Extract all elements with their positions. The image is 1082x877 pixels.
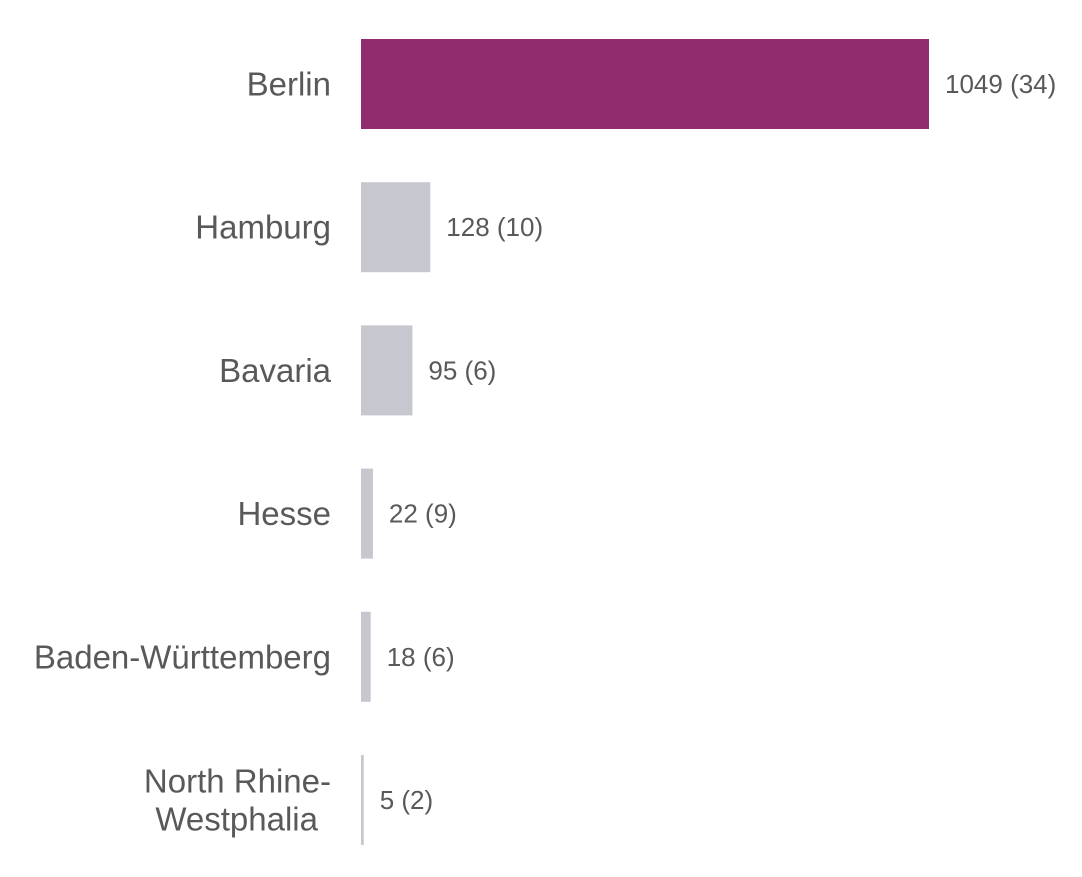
- category-label-1: Hamburg: [195, 209, 331, 246]
- value-label-4: 18 (6): [387, 642, 455, 672]
- category-label-line: North Rhine-: [144, 763, 331, 800]
- bar-2: [361, 325, 413, 416]
- bar-4: [361, 611, 371, 702]
- category-label-line: Berlin: [247, 66, 331, 103]
- bar-5: [361, 755, 364, 845]
- bar-1: [361, 182, 431, 273]
- category-label-line: Hesse: [237, 495, 331, 532]
- bar-0: [361, 39, 929, 129]
- category-label-line: Baden-Württemberg: [34, 638, 331, 675]
- category-label-2: Bavaria: [219, 352, 332, 389]
- category-label-3: Hesse: [237, 495, 331, 532]
- value-label-5: 5 (2): [380, 785, 433, 815]
- value-label-3: 22 (9): [389, 499, 457, 529]
- category-label-line: Westphalia: [155, 801, 318, 838]
- category-label-line: Bavaria: [219, 352, 332, 389]
- category-label-0: Berlin: [247, 66, 331, 103]
- category-label-5: North Rhine-Westphalia: [144, 763, 331, 838]
- value-label-1: 128 (10): [446, 212, 543, 242]
- category-label-line: Hamburg: [195, 209, 331, 246]
- value-label-0: 1049 (34): [945, 69, 1056, 99]
- bar-3: [361, 468, 373, 559]
- value-label-2: 95 (6): [428, 355, 496, 385]
- category-label-4: Baden-Württemberg: [34, 638, 331, 675]
